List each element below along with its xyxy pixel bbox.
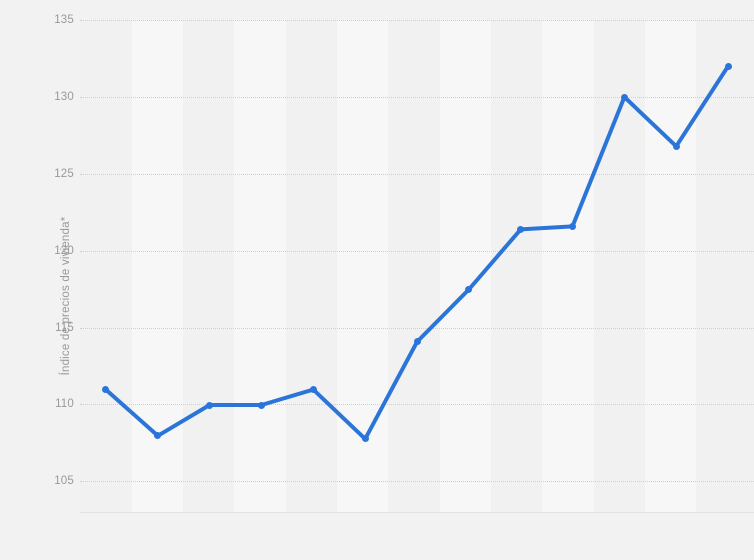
background-band <box>286 20 337 513</box>
data-point[interactable] <box>517 225 525 233</box>
background-band <box>234 20 286 513</box>
background-band <box>80 20 132 513</box>
y-tick-label-120: 120 <box>54 245 74 257</box>
y-tick-label-115: 115 <box>55 322 74 334</box>
data-point[interactable] <box>569 222 577 230</box>
data-point[interactable] <box>620 93 628 101</box>
background-band <box>645 20 696 513</box>
data-point[interactable] <box>465 286 473 293</box>
background-band <box>132 20 183 513</box>
background-band <box>337 20 388 513</box>
data-point[interactable] <box>154 432 162 440</box>
background-band <box>183 20 234 513</box>
y-axis-title: Índice de precios de vivienda* <box>60 216 72 376</box>
gridline-135 <box>80 20 754 21</box>
data-point[interactable] <box>361 435 369 443</box>
data-point[interactable] <box>102 386 110 394</box>
y-tick-label-135: 135 <box>54 14 74 26</box>
data-point[interactable] <box>672 142 680 150</box>
data-point[interactable] <box>309 386 317 394</box>
background-band <box>491 20 542 513</box>
y-tick-label-125: 125 <box>54 168 74 180</box>
gridline-120 <box>80 251 754 252</box>
data-point[interactable] <box>257 401 265 409</box>
series-line <box>103 64 731 441</box>
axis-baseline <box>80 512 754 513</box>
gridline-110 <box>80 404 754 405</box>
background-band <box>542 20 594 513</box>
y-axis: 135 130 125 120 115 110 105 <box>0 0 74 560</box>
gridline-130 <box>80 97 754 98</box>
data-point[interactable] <box>413 338 421 346</box>
data-point[interactable] <box>206 401 214 409</box>
plot-area <box>80 20 754 513</box>
gridline-115 <box>80 328 754 329</box>
data-point[interactable] <box>724 62 732 70</box>
background-band <box>440 20 491 513</box>
y-tick-label-110: 110 <box>55 398 74 410</box>
background-band <box>594 20 645 513</box>
y-tick-label-105: 105 <box>54 475 74 487</box>
background-band <box>388 20 440 513</box>
gridline-125 <box>80 174 754 175</box>
gridline-105 <box>80 481 754 482</box>
y-tick-label-130: 130 <box>54 91 74 103</box>
y-axis-title-container: Índice de precios de vivienda* <box>34 0 72 560</box>
